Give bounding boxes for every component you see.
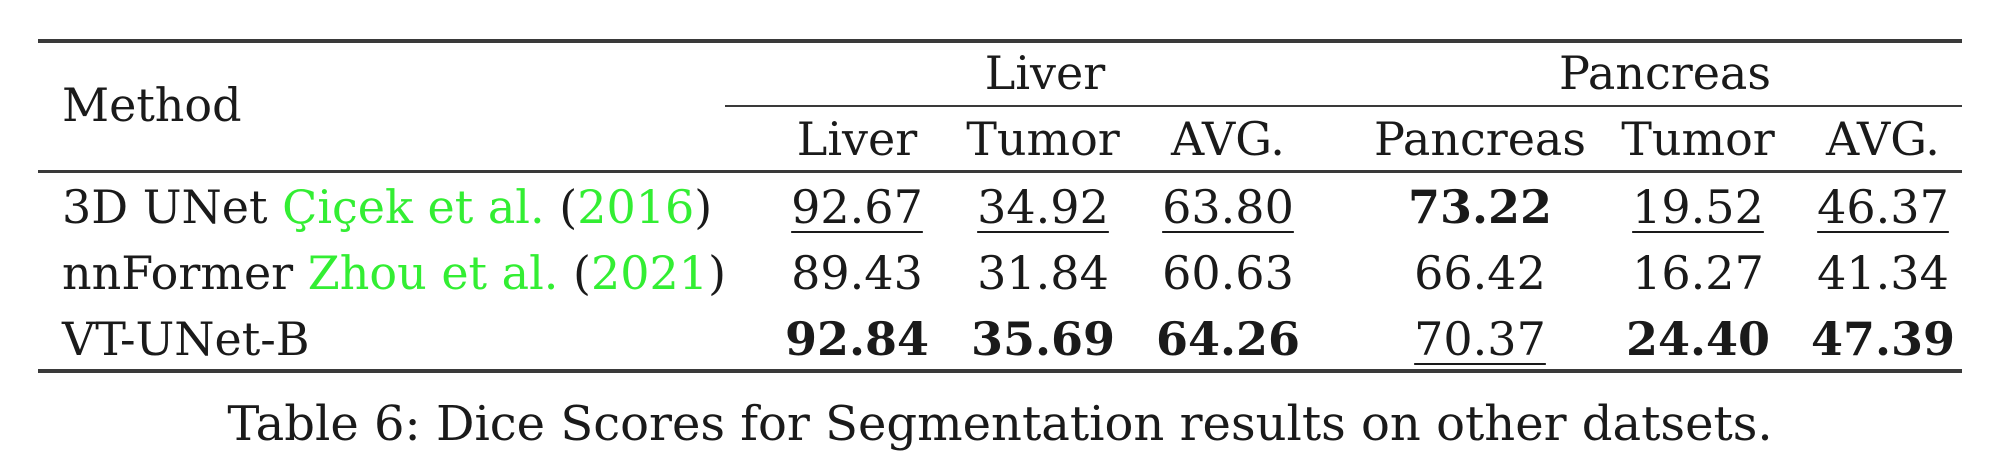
score-cell: 47.39 [1810, 312, 1956, 366]
score-cell: 92.67 [791, 180, 923, 234]
score-cell: 73.22 [1407, 180, 1553, 234]
citation-link[interactable]: Zhou et al. [307, 246, 559, 300]
table-caption: Table 6: Dice Scores for Segmentation re… [227, 396, 1773, 452]
table-header-rule [38, 170, 1962, 173]
column-header: Tumor [1621, 112, 1775, 166]
column-header: Tumor [966, 112, 1120, 166]
column-header: Liver [796, 112, 918, 166]
table-bottom-rule [38, 369, 1962, 373]
citation-paren: ) [694, 180, 713, 234]
method-cell: nnFormer Zhou et al. (2021) [62, 250, 726, 296]
liver-group-rule [725, 105, 1365, 107]
method-name: 3D UNet [62, 180, 268, 234]
pancreas-group-rule [1365, 105, 1962, 107]
citation-paren: ) [708, 246, 727, 300]
group-header-pancreas: Pancreas [1559, 46, 1771, 100]
score-cell: 41.34 [1817, 246, 1949, 300]
method-name: VT-UNet-B [62, 312, 310, 366]
score-cell: 19.52 [1632, 180, 1764, 234]
method-cell: VT-UNet-B [62, 316, 310, 362]
citation-paren: ( [559, 180, 578, 234]
citation-year-link[interactable]: 2021 [591, 246, 709, 300]
column-header: AVG. [1171, 112, 1285, 166]
method-name: nnFormer [62, 246, 294, 300]
score-cell: 66.42 [1414, 246, 1546, 300]
score-cell: 70.37 [1414, 312, 1546, 366]
score-cell: 60.63 [1162, 246, 1294, 300]
score-cell: 16.27 [1632, 246, 1764, 300]
table-top-rule [38, 39, 1962, 43]
score-cell: 92.84 [784, 312, 930, 366]
column-header: Pancreas [1374, 112, 1586, 166]
citation-year-link[interactable]: 2016 [577, 180, 695, 234]
group-header-liver: Liver [984, 46, 1106, 100]
method-cell: 3D UNet Çiçek et al. (2016) [62, 184, 712, 230]
method-header: Method [62, 78, 242, 132]
score-cell: 89.43 [791, 246, 923, 300]
citation-link[interactable]: Çiçek et al. [282, 180, 545, 234]
score-cell: 31.84 [977, 246, 1109, 300]
score-cell: 34.92 [977, 180, 1109, 234]
score-cell: 63.80 [1162, 180, 1294, 234]
score-cell: 64.26 [1155, 312, 1301, 366]
score-cell: 35.69 [970, 312, 1116, 366]
score-cell: 24.40 [1625, 312, 1771, 366]
column-header: AVG. [1826, 112, 1940, 166]
score-cell: 46.37 [1817, 180, 1949, 234]
citation-paren: ( [573, 246, 591, 300]
